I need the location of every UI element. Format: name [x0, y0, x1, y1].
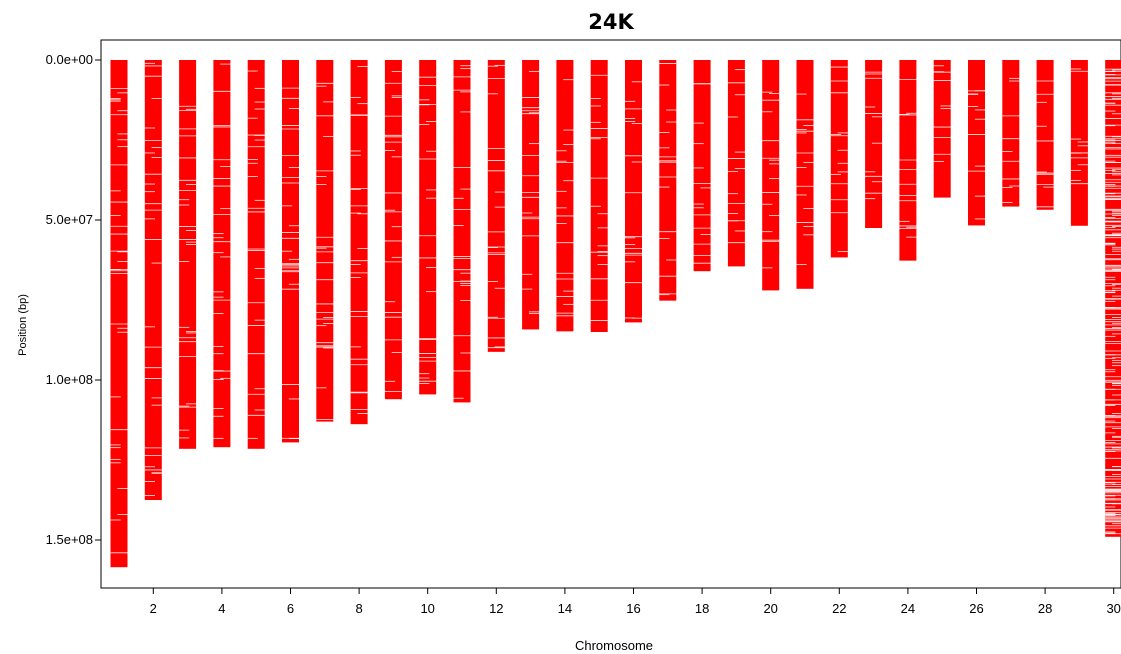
chromosome-bar-group — [899, 60, 917, 261]
chart-title: 24K — [588, 10, 634, 34]
chromosome-bar — [796, 60, 814, 289]
chromosome-bar — [384, 60, 402, 400]
chromosome-bar — [419, 60, 437, 395]
x-tick-label: 24 — [901, 601, 915, 616]
chromosome-bar-group — [796, 60, 814, 289]
chromosome-bar — [693, 60, 711, 272]
x-tick-label: 26 — [969, 601, 983, 616]
chromosome-bar-group — [487, 60, 505, 352]
chromosome-bar-group — [453, 60, 471, 403]
chromosome-bar — [213, 60, 231, 448]
plot-frame — [100, 39, 1121, 589]
chromosome-bar-group — [213, 60, 231, 448]
chromosome-bar-group — [1105, 60, 1121, 537]
chromosome-bar-group — [384, 60, 402, 400]
x-tick-label: 22 — [832, 601, 846, 616]
bars-layer — [110, 60, 1121, 568]
chromosome-bar-group — [316, 60, 334, 422]
chromosome-bar-group — [350, 60, 368, 425]
chromosome-bar — [1070, 60, 1088, 226]
x-tick-label: 18 — [695, 601, 709, 616]
chromosome-bar — [144, 60, 162, 500]
x-tick-label: 4 — [218, 601, 225, 616]
chromosome-bar — [522, 60, 540, 330]
chromosome-bar-group — [625, 60, 642, 323]
x-tick-label: 20 — [763, 601, 777, 616]
chromosome-bar-group — [1002, 60, 1020, 207]
chromosome-bar-group — [659, 60, 677, 301]
chromosome-bar-group — [144, 60, 162, 500]
chromosome-bar-group — [830, 60, 848, 258]
chromosome-bar-group — [693, 60, 711, 272]
chromosome-bar-group — [933, 60, 951, 198]
chromosome-bar — [1002, 60, 1020, 207]
chromosome-bar — [556, 60, 574, 332]
x-tick-label: 6 — [287, 601, 294, 616]
chromosome-bar — [968, 60, 985, 226]
chromosome-bar — [487, 60, 505, 352]
y-tick-label: 1.0e+08 — [46, 372, 93, 387]
chromosome-bar — [179, 60, 197, 449]
chromosome-bar-group — [247, 60, 265, 449]
chromosome-bar — [865, 60, 883, 228]
chromosome-bar-group — [762, 60, 780, 291]
chromosome-bar — [110, 60, 128, 568]
chromosome-bar-group — [727, 60, 745, 267]
x-tick-label: 28 — [1038, 601, 1052, 616]
y-tick-label: 1.5e+08 — [46, 532, 93, 547]
chromosome-bar-group — [419, 60, 437, 395]
chromosome-bar-group — [522, 60, 540, 330]
chromosome-bar-group — [865, 60, 883, 228]
chromosome-bar-group — [590, 60, 608, 332]
x-tick-label: 12 — [489, 601, 503, 616]
x-axis-label: Chromosome — [575, 638, 653, 653]
y-axis: 0.0e+00 5.0e+07 1.0e+08 1.5e+08 — [46, 52, 101, 547]
chromosome-bar-group — [110, 60, 128, 568]
chromosome-bar — [762, 60, 780, 291]
chromosome-bar-group — [282, 60, 299, 443]
chromosome-bar-group — [556, 60, 574, 332]
chromosome-bar — [659, 60, 677, 301]
chromosome-bar — [316, 60, 334, 422]
x-tick-label: 30 — [1106, 601, 1120, 616]
chromosome-bar — [727, 60, 745, 267]
x-tick-label: 14 — [558, 601, 572, 616]
y-axis-label: Position (bp) — [17, 294, 29, 356]
x-tick-label: 2 — [150, 601, 157, 616]
chromosome-bar — [590, 60, 608, 332]
x-tick-label: 10 — [420, 601, 434, 616]
chromosome-bar — [453, 60, 471, 403]
chromosome-bar-group — [179, 60, 197, 449]
x-axis: 2 4 6 8 10 12 14 16 18 20 22 24 26 28 30 — [150, 588, 1121, 616]
chromosome-bar — [247, 60, 265, 449]
chromosome-bar — [830, 60, 848, 258]
chromosome-bar-group — [1036, 60, 1054, 210]
chromosome-bar-group — [968, 60, 985, 226]
chromosome-bar — [933, 60, 951, 198]
chromosome-bar-group — [1070, 60, 1088, 226]
x-tick-label: 16 — [626, 601, 640, 616]
y-tick-label: 0.0e+00 — [46, 52, 93, 67]
y-tick-label: 5.0e+07 — [46, 212, 93, 227]
x-tick-label: 8 — [355, 601, 362, 616]
chromosome-bar — [625, 60, 642, 323]
